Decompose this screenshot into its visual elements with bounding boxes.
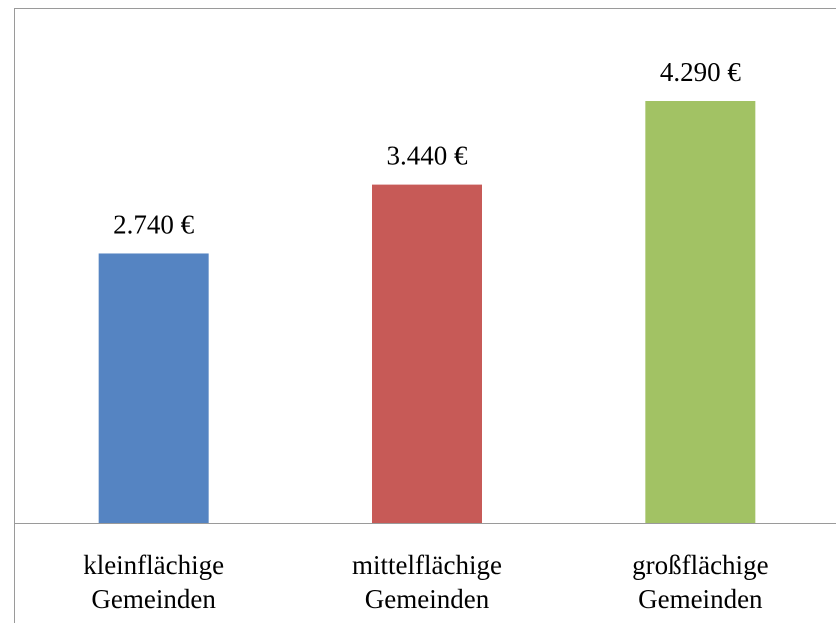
bar — [372, 184, 482, 524]
x-tick-label: mittelflächige Gemeinden — [352, 550, 502, 614]
x-tick-label: kleinflächige Gemeinden — [83, 550, 225, 614]
value-label: 2.740 € — [113, 209, 195, 239]
bar — [98, 253, 209, 523]
value-label: 4.290 € — [660, 57, 742, 87]
bar — [645, 101, 756, 523]
value-label: 3.440 € — [387, 141, 469, 171]
x-tick-label: großflächige Gemeinden — [632, 550, 769, 614]
